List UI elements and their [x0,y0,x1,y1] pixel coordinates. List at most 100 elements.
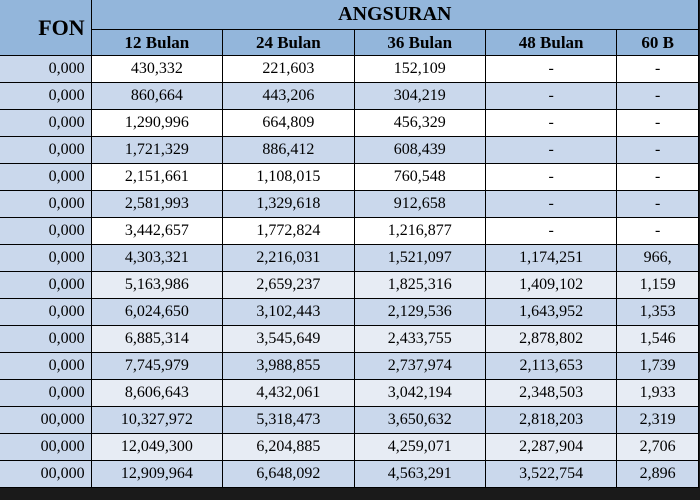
angsuran-cell: 2,348,503 [485,380,616,407]
col-60: 60 B [617,30,699,56]
table-row: 0,0006,885,3143,545,6492,433,7552,878,80… [0,326,699,353]
plafon-cell: 0,000 [0,218,91,245]
angsuran-cell: 456,329 [354,110,485,137]
angsuran-cell: 6,024,650 [91,299,222,326]
angsuran-cell: 4,303,321 [91,245,222,272]
angsuran-cell: 1,643,952 [485,299,616,326]
angsuran-cell: 3,988,855 [223,353,354,380]
col-24: 24 Bulan [223,30,354,56]
plafon-cell: 00,000 [0,407,91,434]
angsuran-cell: 1,409,102 [485,272,616,299]
angsuran-cell: 2,818,203 [485,407,616,434]
plafon-cell: 0,000 [0,272,91,299]
plafon-cell: 0,000 [0,299,91,326]
angsuran-cell: 912,658 [354,191,485,218]
angsuran-cell: 608,439 [354,137,485,164]
plafon-cell: 0,000 [0,191,91,218]
angsuran-cell: - [485,83,616,110]
table-row: 0,0005,163,9862,659,2371,825,3161,409,10… [0,272,699,299]
angsuran-cell: - [617,137,699,164]
angsuran-cell: 6,204,885 [223,434,354,461]
angsuran-cell: 1,546 [617,326,699,353]
plafon-cell: 0,000 [0,164,91,191]
header-angsuran: ANGSURAN [91,0,698,30]
plafon-cell: 0,000 [0,110,91,137]
angsuran-cell: 430,332 [91,56,222,83]
angsuran-cell: 12,049,300 [91,434,222,461]
angsuran-cell: - [485,56,616,83]
plafon-cell: 00,000 [0,461,91,488]
angsuran-cell: 2,319 [617,407,699,434]
angsuran-cell: 3,042,194 [354,380,485,407]
angsuran-cell: 3,102,443 [223,299,354,326]
angsuran-cell: 1,772,824 [223,218,354,245]
angsuran-cell: 5,318,473 [223,407,354,434]
angsuran-cell: 1,216,877 [354,218,485,245]
table-row: 0,0004,303,3212,216,0311,521,0971,174,25… [0,245,699,272]
table-row: 00,00012,909,9646,648,0924,563,2913,522,… [0,461,699,488]
angsuran-cell: 1,174,251 [485,245,616,272]
angsuran-cell: - [485,218,616,245]
table-row: 0,0002,581,9931,329,618912,658-- [0,191,699,218]
angsuran-cell: 3,650,632 [354,407,485,434]
angsuran-cell: 2,287,904 [485,434,616,461]
angsuran-cell: 3,442,657 [91,218,222,245]
angsuran-cell: 12,909,964 [91,461,222,488]
angsuran-cell: 3,545,649 [223,326,354,353]
angsuran-cell: 4,563,291 [354,461,485,488]
table-body: 0,000430,332221,603152,109--0,000860,664… [0,56,699,488]
angsuran-cell: - [617,83,699,110]
table-row: 0,0007,745,9793,988,8552,737,9742,113,65… [0,353,699,380]
table-row: 0,0006,024,6503,102,4432,129,5361,643,95… [0,299,699,326]
angsuran-cell: 304,219 [354,83,485,110]
angsuran-cell: 886,412 [223,137,354,164]
table-row: 0,0003,442,6571,772,8241,216,877-- [0,218,699,245]
angsuran-cell: 10,327,972 [91,407,222,434]
angsuran-cell: 2,706 [617,434,699,461]
angsuran-cell: 152,109 [354,56,485,83]
angsuran-cell: 3,522,754 [485,461,616,488]
angsuran-cell: - [617,164,699,191]
angsuran-cell: 1,721,329 [91,137,222,164]
angsuran-cell: 860,664 [91,83,222,110]
table-row: 0,0001,721,329886,412608,439-- [0,137,699,164]
angsuran-cell: - [485,110,616,137]
plafon-cell: 00,000 [0,434,91,461]
angsuran-cell: 2,129,536 [354,299,485,326]
angsuran-cell: 1,108,015 [223,164,354,191]
col-48: 48 Bulan [485,30,616,56]
angsuran-cell: 966, [617,245,699,272]
table-row: 00,00012,049,3006,204,8854,259,0712,287,… [0,434,699,461]
angsuran-cell: 1,159 [617,272,699,299]
angsuran-cell: 1,933 [617,380,699,407]
angsuran-cell: - [617,218,699,245]
table-row: 00,00010,327,9725,318,4733,650,6322,818,… [0,407,699,434]
table-row: 0,000860,664443,206304,219-- [0,83,699,110]
angsuran-cell: 8,606,643 [91,380,222,407]
plafon-cell: 0,000 [0,137,91,164]
table-row: 0,0008,606,6434,432,0613,042,1942,348,50… [0,380,699,407]
angsuran-cell: 6,885,314 [91,326,222,353]
angsuran-cell: 2,737,974 [354,353,485,380]
plafon-cell: 0,000 [0,326,91,353]
angsuran-cell: 2,896 [617,461,699,488]
angsuran-cell: 2,659,237 [223,272,354,299]
plafon-cell: 0,000 [0,83,91,110]
angsuran-cell: - [617,56,699,83]
angsuran-cell: 2,113,653 [485,353,616,380]
angsuran-cell: - [485,164,616,191]
plafon-cell: 0,000 [0,56,91,83]
angsuran-cell: 2,151,661 [91,164,222,191]
angsuran-cell: - [485,191,616,218]
angsuran-cell: 221,603 [223,56,354,83]
angsuran-cell: 443,206 [223,83,354,110]
angsuran-cell: 1,329,618 [223,191,354,218]
table-row: 0,0001,290,996664,809456,329-- [0,110,699,137]
angsuran-cell: 2,216,031 [223,245,354,272]
header-plafon: FON [0,0,91,56]
angsuran-cell: 1,290,996 [91,110,222,137]
angsuran-cell: 1,353 [617,299,699,326]
angsuran-cell: 1,739 [617,353,699,380]
angsuran-cell: 2,433,755 [354,326,485,353]
plafon-cell: 0,000 [0,245,91,272]
